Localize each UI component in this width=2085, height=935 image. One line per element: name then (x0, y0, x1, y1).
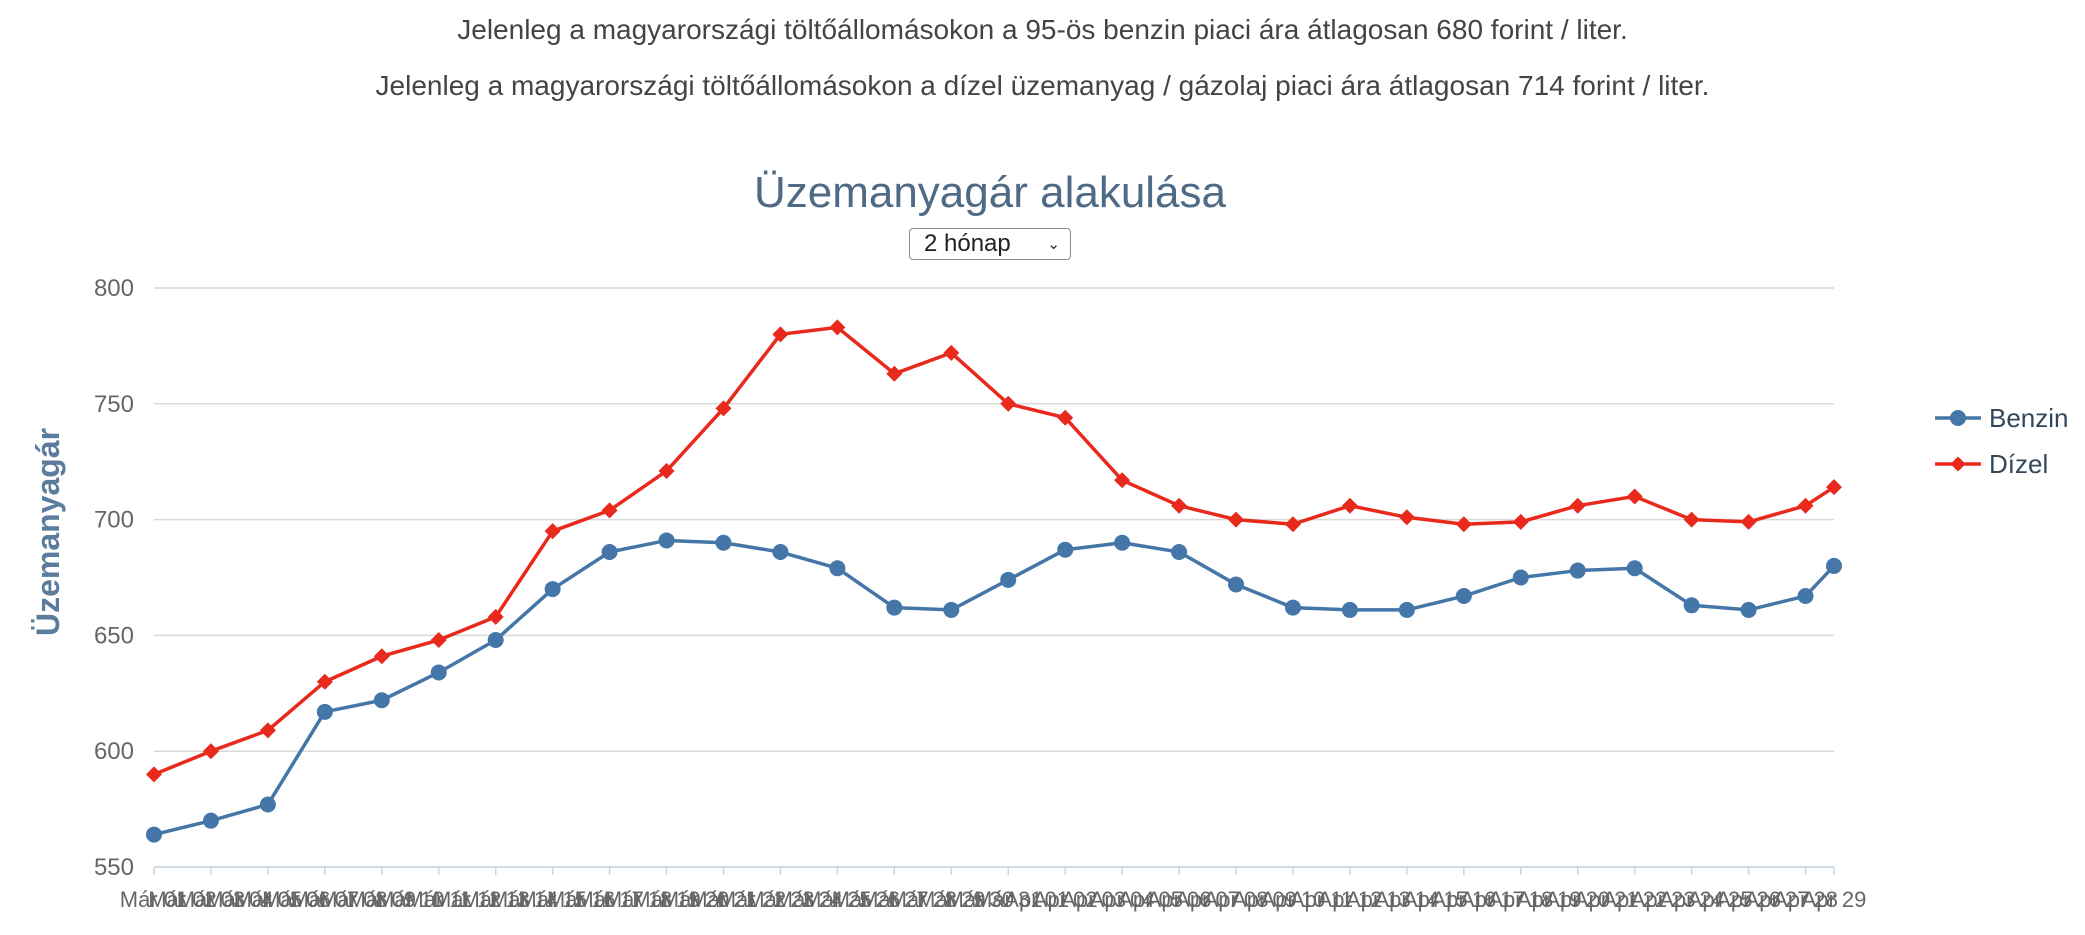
svg-text:700: 700 (94, 507, 134, 534)
svg-text:750: 750 (94, 391, 134, 418)
svg-text:550: 550 (94, 854, 134, 881)
svg-text:800: 800 (94, 275, 134, 302)
svg-text:650: 650 (94, 622, 134, 649)
svg-text:600: 600 (94, 738, 134, 765)
svg-text:Apr 29: Apr 29 (1802, 887, 1867, 912)
